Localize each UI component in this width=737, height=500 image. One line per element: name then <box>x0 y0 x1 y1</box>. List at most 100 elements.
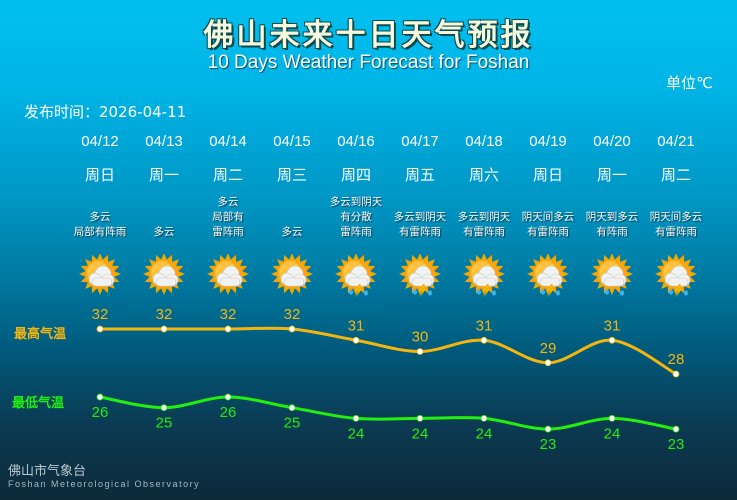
high-temp-point <box>544 359 552 367</box>
high-temp-point <box>672 370 680 378</box>
low-temp-value: 26 <box>220 404 237 421</box>
forecast-date: 04/21 <box>657 133 695 150</box>
low-temp-point <box>224 393 232 401</box>
weather-icon-wrap <box>260 253 324 298</box>
low-temp-line <box>99 395 677 431</box>
high-temp-point <box>608 336 616 344</box>
high-temp-point <box>160 325 168 333</box>
description-line: 有阵雨 <box>596 226 628 238</box>
low-temp-point <box>544 425 552 433</box>
description-line: 局部有阵雨 <box>73 226 127 238</box>
low-temp-value: 24 <box>604 425 621 442</box>
thunderstorm-icon <box>399 253 441 297</box>
thunderstorm-icon <box>655 253 697 297</box>
low-temp-point <box>608 414 616 422</box>
weather-icon-wrap <box>324 253 388 298</box>
footer-org-cn: 佛山市气象台 <box>8 464 87 479</box>
unit-label: 单位℃ <box>666 74 713 92</box>
forecast-description: 多云到阴天 有雷阵雨 <box>388 192 452 240</box>
page-title: 佛山未来十日天气预报 <box>203 18 534 53</box>
forecast-weekday: 周二 <box>212 166 243 184</box>
forecast-description: 多云 局部有阵雨 <box>68 192 132 240</box>
forecast-description: 阴天到多云 有阵雨 <box>580 192 644 240</box>
weather-icon-wrap <box>580 253 644 298</box>
forecast-date: 04/14 <box>209 133 247 150</box>
forecast-weekday: 周六 <box>468 166 499 184</box>
low-temp-label: 最低气温 <box>12 396 65 411</box>
forecast-description: 多云 局部有 雷阵雨 <box>196 192 260 240</box>
forecast-date: 04/17 <box>401 133 439 150</box>
description-line: 有雷阵雨 <box>655 226 697 238</box>
description-line: 多云到阴天 <box>393 211 447 223</box>
low-temp-value: 25 <box>156 415 173 432</box>
sun-cloud-icon <box>207 253 249 295</box>
high-temp-value: 31 <box>604 317 621 334</box>
high-temp-point <box>224 325 232 333</box>
forecast-weekday: 周四 <box>340 166 371 184</box>
forecast-description: 多云 <box>132 192 196 240</box>
forecast-description: 多云 <box>260 192 324 240</box>
forecast-date: 04/18 <box>465 133 503 150</box>
description-line: 雷阵雨 <box>340 226 372 238</box>
low-temp-value: 23 <box>668 436 685 453</box>
description-line: 雷阵雨 <box>212 226 244 238</box>
thunderstorm-icon <box>527 253 569 297</box>
description-line: 有雷阵雨 <box>527 226 569 238</box>
high-temp-value: 31 <box>476 317 493 334</box>
high-temp-line <box>100 326 677 376</box>
high-temp-point <box>288 325 296 333</box>
low-temp-value: 25 <box>284 415 301 432</box>
forecast-date: 04/12 <box>81 133 119 150</box>
low-temp-value: 24 <box>412 425 429 442</box>
forecast-date: 04/19 <box>529 133 567 150</box>
sun-cloud-icon <box>79 253 121 295</box>
forecast-weekday: 周一 <box>596 166 627 184</box>
high-temp-value: 32 <box>284 306 301 323</box>
low-temp-value: 24 <box>476 425 493 442</box>
description-line: 多云到阴天 <box>457 211 511 223</box>
forecast-description: 阴天间多云 有雷阵雨 <box>644 192 708 240</box>
sun-cloud-icon <box>271 253 313 295</box>
low-temp-value: 23 <box>540 436 557 453</box>
weather-icon-wrap <box>452 253 516 298</box>
weather-icon-wrap <box>388 253 452 298</box>
low-temp-point <box>96 393 104 401</box>
description-line: 有雷阵雨 <box>463 226 505 238</box>
high-temp-value: 30 <box>412 329 429 346</box>
forecast-description: 多云到阴天 有雷阵雨 <box>452 192 516 240</box>
high-temp-value: 29 <box>540 340 557 357</box>
description-line: 阴天间多云 <box>649 211 703 223</box>
forecast-date: 04/15 <box>273 133 311 150</box>
high-temp-point <box>480 336 488 344</box>
low-temp-point <box>480 414 488 422</box>
description-line: 多云 <box>153 226 175 238</box>
high-temp-value: 31 <box>348 317 365 334</box>
forecast-weekday: 周日 <box>84 166 115 184</box>
high-temp-label: 最高气温 <box>14 327 67 342</box>
weather-icon-wrap <box>132 253 196 298</box>
description-line: 多云到阴天 <box>329 196 383 208</box>
page-subtitle: 10 Days Weather Forecast for Foshan <box>207 52 530 73</box>
low-temp-value: 24 <box>348 425 365 442</box>
high-temp-value: 32 <box>92 306 109 323</box>
high-temp-value: 28 <box>668 351 685 368</box>
forecast-description: 多云到阴天 有分散 雷阵雨 <box>324 192 388 240</box>
description-line: 多云 <box>281 226 303 238</box>
sun-cloud-icon <box>143 253 185 295</box>
description-line: 阴天间多云 <box>521 211 575 223</box>
high-temp-point <box>416 348 424 355</box>
forecast-weekday: 周五 <box>404 166 435 184</box>
weather-icon-wrap <box>68 253 132 298</box>
low-temp-point <box>288 404 296 412</box>
low-temp-value: 26 <box>92 404 109 421</box>
forecast-description: 阴天间多云 有雷阵雨 <box>516 192 580 240</box>
description-line: 有雷阵雨 <box>399 226 441 238</box>
low-temp-point <box>672 425 680 433</box>
publish-time: 发布时间：2026-04-11 <box>24 103 187 121</box>
high-temp-value: 32 <box>156 306 173 323</box>
description-line: 阴天到多云 <box>585 211 639 223</box>
high-temp-point <box>96 325 104 333</box>
thunderstorm-icon <box>335 253 377 297</box>
description-line: 多云 <box>217 196 239 208</box>
